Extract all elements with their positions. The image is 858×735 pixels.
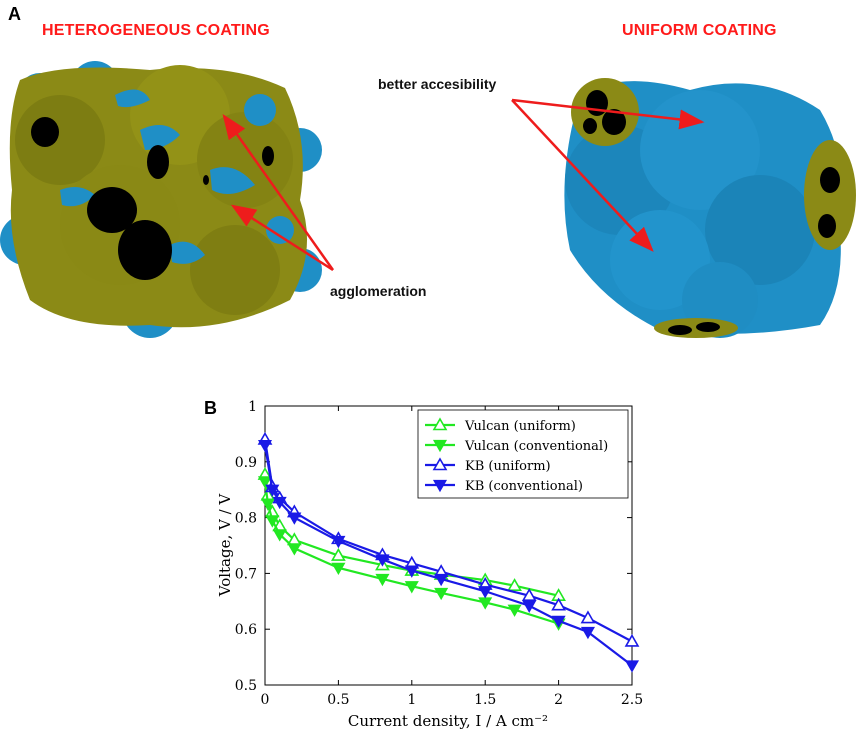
agglomeration-label: agglomeration [330,283,427,299]
x-tick-label: 2.5 [621,692,643,708]
y-tick-label: 1 [248,399,257,415]
data-point [580,610,596,624]
data-point [478,586,493,599]
data-point [434,587,449,601]
data-point [375,573,390,587]
data-point [624,660,640,673]
agglomeration-arrows [222,113,335,272]
data-point [331,535,346,549]
y-tick-label: 0.5 [235,678,257,694]
y-tick-label: 0.8 [235,511,257,527]
x-tick-label: 2 [554,692,563,708]
legend: Vulcan (uniform) Vulcan (conventional) KB … [417,409,629,499]
heterogeneous-structure [0,61,322,338]
y-tick-label: 0.9 [235,455,257,471]
x-tick-label: 0 [261,692,270,708]
data-point [331,547,346,561]
data-point [551,597,566,611]
y-tick-label: 0.6 [235,622,257,638]
data-point [287,512,302,525]
data-point [580,626,595,640]
data-point [272,529,287,542]
legend-marker [432,479,448,493]
data-point [404,565,419,578]
axis-ticks: 0 0.5 1 1.5 2 2.50.50.60.70.80.91 [235,399,643,708]
accessibility-arrows [511,98,705,252]
y-tick-label: 0.7 [235,566,257,582]
x-tick-label: 1 [407,692,416,708]
series-3 [257,439,640,673]
data-point [331,562,346,576]
legend-marker [432,457,448,471]
series-layer [257,431,640,673]
data-point [521,588,537,602]
data-point [265,515,280,528]
x-axis-label: Current density, I / A cm⁻² [348,712,548,730]
legend-entry: Vulcan (uniform) [464,419,576,434]
legend-marker [432,417,448,431]
data-point [272,496,287,510]
polarization-chart: 0 0.5 1 1.5 2 2.50.50.60.70.80.91 Current den… [216,399,643,730]
x-tick-label: 0.5 [327,692,349,708]
data-point [257,476,273,489]
heterogeneous-coating-render [0,61,856,338]
uniform-coating-title: UNIFORM COATING [622,22,777,39]
panel-b-letter: B [204,398,217,418]
legend-entry: KB (conventional) [465,479,583,494]
better-accessibility-label: better accesibility [378,76,497,92]
panel-a-letter: A [8,4,21,24]
legend-marker [432,439,448,453]
heterogeneous-coating-title: HETEROGENEOUS COATING [42,22,270,39]
data-point [551,615,566,629]
data-point [265,484,280,497]
data-point [624,633,640,647]
data-point [404,581,419,594]
data-point [287,543,302,556]
data-point [507,578,522,591]
uniform-coating-render [564,78,856,338]
y-axis-label: Voltage, V / V [216,493,234,598]
legend-entry: Vulcan (conventional) [464,439,608,454]
x-tick-label: 1.5 [474,692,496,708]
data-point [257,439,273,453]
data-point [260,498,275,511]
legend-entry: KB (uniform) [465,459,551,474]
data-point [375,554,390,567]
data-point [434,573,449,587]
data-point [507,604,522,617]
data-point [522,600,537,613]
